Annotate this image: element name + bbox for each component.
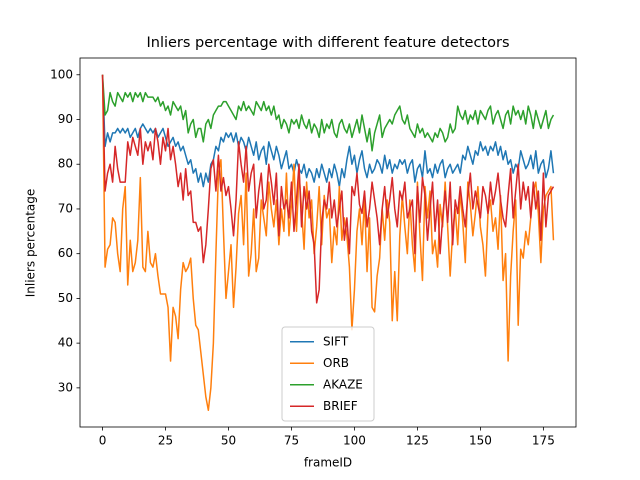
legend-label: BRIEF [323, 399, 358, 413]
x-axis-label: frameID [304, 456, 352, 470]
chart-title: Inliers percentage with different featur… [146, 35, 509, 51]
series-line [101, 74, 555, 152]
series-line [101, 74, 555, 411]
x-tick-label: 75 [284, 434, 299, 448]
x-tick-label: 150 [469, 434, 492, 448]
x-tick-label: 0 [99, 434, 107, 448]
y-tick-label: 70 [58, 201, 73, 215]
y-axis-label: Inliers percentage [24, 189, 38, 298]
y-tick-label: 40 [58, 336, 73, 350]
x-tick-label: 25 [158, 434, 173, 448]
legend: SIFT ORB AKAZE BRIEF [281, 326, 375, 422]
legend-label: AKAZE [323, 377, 363, 391]
plot-frame [79, 57, 577, 428]
y-tick-label: 90 [58, 112, 73, 126]
y-tick-label: 60 [58, 246, 73, 260]
y-tick-label: 100 [50, 67, 73, 81]
x-tick-label: 100 [343, 434, 366, 448]
y-tick-label: 80 [58, 157, 73, 171]
x-tick-label: 175 [532, 434, 555, 448]
y-tick-label: 30 [58, 380, 73, 394]
series-line [101, 74, 555, 304]
x-tick-label: 125 [406, 434, 429, 448]
legend-label: SIFT [323, 334, 349, 348]
series-line [101, 74, 555, 188]
y-tick-label: 50 [58, 291, 73, 305]
legend-label: ORB [323, 356, 349, 370]
legend-box [281, 326, 375, 422]
x-tick-label: 50 [221, 434, 236, 448]
